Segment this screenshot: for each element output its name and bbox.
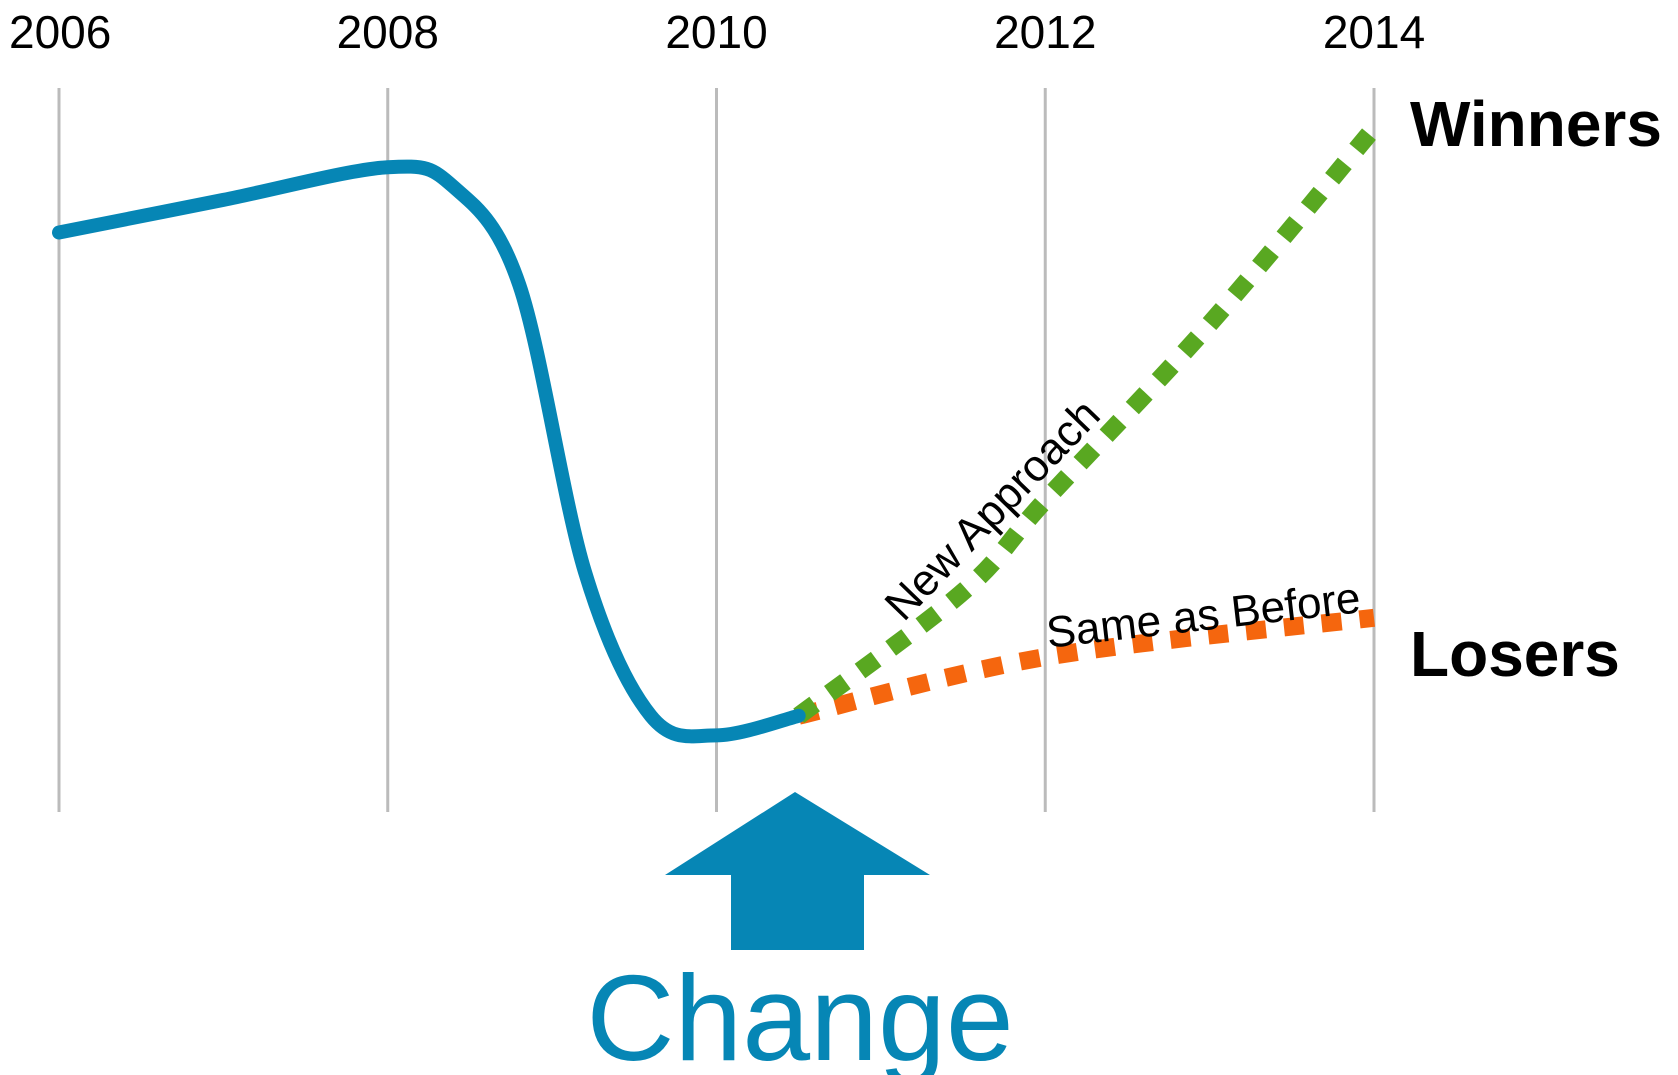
x-axis-tick-labels: 2006 2008 2010 2012 2014 bbox=[9, 6, 1425, 58]
x-tick-label: 2010 bbox=[665, 6, 767, 58]
winners-label: Winners bbox=[1410, 88, 1662, 160]
new-approach-line bbox=[793, 122, 1381, 723]
gridlines bbox=[57, 88, 1376, 812]
x-tick-label: 2008 bbox=[337, 6, 439, 58]
new-approach-label: New Approach bbox=[876, 390, 1110, 630]
losers-label: Losers bbox=[1410, 618, 1620, 690]
x-tick-label: 2012 bbox=[994, 6, 1096, 58]
same-as-before-line bbox=[796, 608, 1376, 725]
change-label: Change bbox=[586, 950, 1013, 1075]
history-line bbox=[52, 159, 806, 744]
change-arrow-icon bbox=[665, 792, 930, 950]
same-as-before-label: Same as Before bbox=[1044, 573, 1363, 657]
x-tick-label: 2006 bbox=[9, 6, 111, 58]
series-layer bbox=[52, 122, 1381, 744]
x-tick-label: 2014 bbox=[1323, 6, 1425, 58]
